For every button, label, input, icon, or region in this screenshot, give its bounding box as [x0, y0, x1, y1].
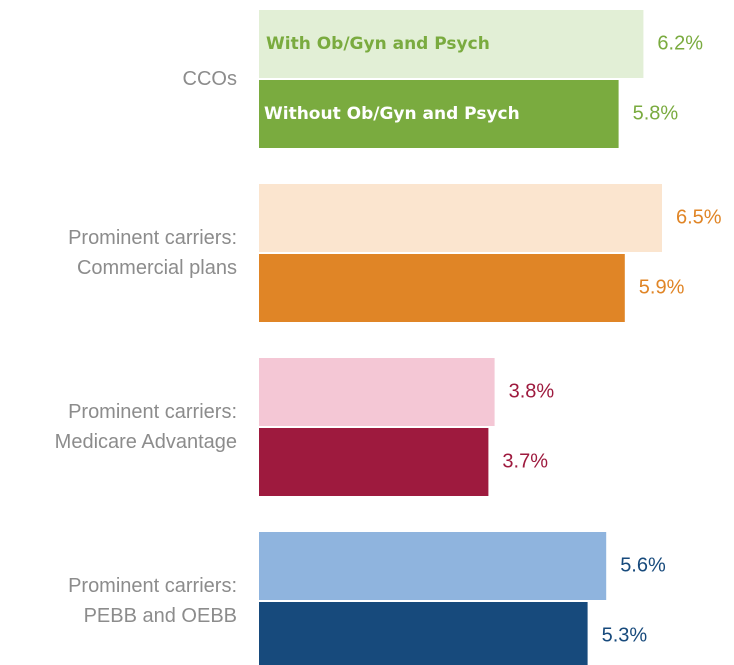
bar: [259, 358, 495, 426]
value-label: 5.6%: [620, 554, 666, 576]
value-label: 3.7%: [502, 450, 548, 472]
bar: [259, 602, 588, 665]
bar: [259, 532, 607, 600]
series-name: Without Ob/Gyn and Psych: [264, 104, 520, 124]
bar: [259, 254, 625, 322]
value-label: 5.3%: [602, 624, 648, 646]
value-label: 5.9%: [639, 276, 685, 298]
bar: [259, 428, 489, 496]
value-label: 6.2%: [657, 32, 703, 54]
value-label: 3.8%: [509, 380, 555, 402]
category-label: Prominent carriers: Commercial plans: [68, 227, 237, 279]
category-label: Prominent carriers: PEBB and OEBB: [68, 575, 237, 627]
series-name: With Ob/Gyn and Psych: [266, 34, 490, 54]
bar: [259, 80, 619, 148]
bar: [259, 184, 662, 252]
bar: [259, 10, 644, 78]
category-label: CCOs: [182, 68, 237, 90]
value-label: 5.8%: [633, 102, 679, 124]
value-label: 6.5%: [676, 206, 722, 228]
category-label: Prominent carriers: Medicare Advantage: [54, 401, 237, 453]
